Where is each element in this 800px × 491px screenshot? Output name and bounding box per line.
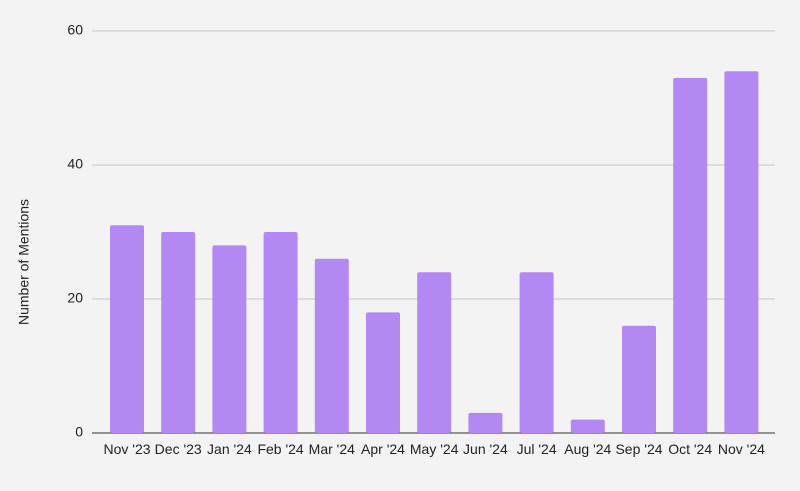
bar xyxy=(110,225,144,433)
x-tick-label: Jun '24 xyxy=(463,441,508,457)
x-tick-label: Aug '24 xyxy=(564,441,612,457)
x-tick-label: Jan '24 xyxy=(207,441,252,457)
bar xyxy=(570,419,605,433)
bar xyxy=(212,245,247,433)
x-tick-label: Dec '23 xyxy=(154,441,202,457)
y-tick-label: 60 xyxy=(67,22,83,38)
x-tick-label: Oct '24 xyxy=(668,441,713,457)
x-tick-label: May '24 xyxy=(409,441,459,457)
bar xyxy=(314,258,349,433)
y-axis-label: Number of Mentions xyxy=(16,199,32,325)
x-tick-label: Nov '24 xyxy=(717,441,765,457)
x-tick-label: Mar '24 xyxy=(308,441,355,457)
bar xyxy=(724,71,759,433)
bar xyxy=(366,312,400,433)
x-tick-label: Nov '23 xyxy=(103,441,151,457)
x-tick-label: Sep '24 xyxy=(615,441,663,457)
bar xyxy=(263,232,298,433)
bar xyxy=(161,232,196,433)
bar xyxy=(468,412,503,433)
x-tick-label: Jul '24 xyxy=(516,441,557,457)
y-tick-label: 0 xyxy=(75,424,83,440)
y-tick-label: 20 xyxy=(67,290,83,306)
x-tick-label: Apr '24 xyxy=(361,441,405,457)
bar xyxy=(622,325,656,433)
bar xyxy=(673,77,708,434)
x-tick-label: Feb '24 xyxy=(257,441,304,457)
bar xyxy=(519,272,554,433)
bar xyxy=(417,272,452,433)
y-tick-label: 40 xyxy=(67,156,83,172)
